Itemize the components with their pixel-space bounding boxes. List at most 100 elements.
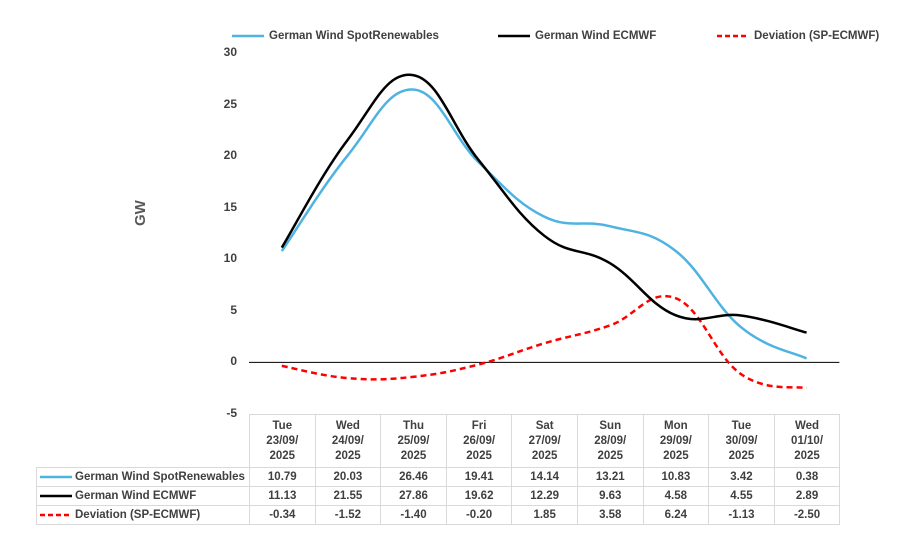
x-category-day: Sat xyxy=(535,419,554,432)
table-series-name-cell: Deviation (SP-ECMWF) xyxy=(36,505,250,525)
data-label: -0.20 xyxy=(445,505,513,525)
y-tick-label: 30 xyxy=(223,45,237,59)
x-category-label: Sun 28/09/2025 xyxy=(576,414,644,468)
y-tick-label: 0 xyxy=(230,354,237,369)
data-label: 3.58 xyxy=(576,505,644,525)
series-1-point xyxy=(346,139,349,142)
data-label: 4.55 xyxy=(708,486,775,506)
x-category-date2: 2025 xyxy=(400,449,427,462)
data-label: 0.38 xyxy=(773,467,841,487)
series-2-point xyxy=(740,373,743,376)
x-category-date2: 2025 xyxy=(531,449,558,462)
y-tick-label: -5 xyxy=(226,406,237,420)
data-label: 9.63 xyxy=(576,486,644,506)
x-category-date1: 30/09/ xyxy=(725,434,758,447)
series-0-point xyxy=(608,225,611,228)
data-label: 20.03 xyxy=(314,467,382,487)
series-1-point xyxy=(740,314,743,317)
data-label: 1.85 xyxy=(511,505,578,525)
x-category-label: Tue 23/09/2025 xyxy=(249,414,316,468)
x-category-day: Tue xyxy=(731,419,752,432)
table-series-name-cell: German Wind SpotRenewables xyxy=(36,467,250,487)
table-row: Deviation (SP-ECMWF) -0.34 -1.52 -1.40 -0.20… xyxy=(36,505,841,525)
x-category-date2: 2025 xyxy=(728,449,755,462)
x-category-label: Tue 30/09/2025 xyxy=(708,414,775,468)
data-label: 6.24 xyxy=(642,505,710,525)
table-corner xyxy=(37,415,250,468)
legend-swatch xyxy=(40,475,72,479)
x-category-label: Fri 26/09/2025 xyxy=(445,414,513,468)
data-label: 10.79 xyxy=(249,467,316,487)
x-category-day: Sun xyxy=(599,419,622,432)
legend-label: Deviation (SP-ECMWF) xyxy=(754,30,880,42)
legend-item-1: German Wind ECMWF xyxy=(497,27,656,45)
y-tick-label: 5 xyxy=(230,302,237,317)
x-category-date1: 29/09/ xyxy=(659,434,692,447)
table-header-row: Tue 23/09/2025 Wed 24/09/2025 Thu 25/09/2025 F… xyxy=(37,414,841,468)
series-2-point xyxy=(674,297,677,300)
series-0-point xyxy=(674,249,677,252)
series-2-point xyxy=(608,324,611,327)
data-label: 2.89 xyxy=(773,486,841,506)
x-category-date2: 2025 xyxy=(597,449,624,462)
x-category-label: Thu 25/09/2025 xyxy=(380,414,447,468)
data-label: 19.62 xyxy=(445,486,513,506)
series-line-2 xyxy=(281,295,807,390)
series-1-point xyxy=(412,74,415,77)
series-1-point xyxy=(805,331,808,334)
series-0-point xyxy=(412,88,415,91)
data-label: 10.83 xyxy=(642,467,710,487)
x-category-day: Fri xyxy=(471,419,487,432)
legend-item-2: Deviation (SP-ECMWF) xyxy=(716,27,879,45)
series-0-point xyxy=(805,357,808,360)
series-2-point xyxy=(412,375,415,378)
legend-swatch xyxy=(40,513,72,517)
data-label: 14.14 xyxy=(511,467,578,487)
x-category-date1: 27/09/ xyxy=(528,434,561,447)
series-0-point xyxy=(543,215,546,218)
series-1-point xyxy=(674,314,677,317)
legend-swatch xyxy=(232,34,264,38)
table-row: German Wind ECMWF 11.13 21.55 27.86 19.62 12.… xyxy=(36,486,841,506)
series-0-point xyxy=(280,250,283,253)
x-category-date1: 24/09/ xyxy=(331,434,364,447)
data-label: 11.13 xyxy=(249,486,316,506)
table-series-name: German Wind ECMWF xyxy=(75,490,197,502)
legend-swatch xyxy=(717,34,749,38)
x-category-date1: 01/10/ xyxy=(791,434,824,447)
table-series-name: Deviation (SP-ECMWF) xyxy=(75,509,201,521)
x-category-date1: 28/09/ xyxy=(594,434,627,447)
data-label: 19.41 xyxy=(445,467,513,487)
y-tick-label: 10 xyxy=(223,251,237,266)
series-0-point xyxy=(740,326,743,329)
data-label: -1.40 xyxy=(380,505,447,525)
series-1-point xyxy=(543,234,546,237)
x-category-date1: 25/09/ xyxy=(397,434,430,447)
x-category-day: Mon xyxy=(664,419,688,432)
x-category-date2: 2025 xyxy=(663,449,689,462)
x-category-label: Wed 24/09/2025 xyxy=(314,414,382,468)
data-label: 13.21 xyxy=(576,467,644,487)
legend-swatch xyxy=(498,34,530,38)
y-tick-label: 15 xyxy=(223,199,237,214)
x-category-day: Wed xyxy=(795,419,820,432)
series-1-point xyxy=(477,159,480,162)
series-line-1 xyxy=(280,73,807,334)
x-category-date1: 26/09/ xyxy=(463,434,496,447)
series-1-point xyxy=(608,262,611,265)
series-line-0 xyxy=(280,88,808,360)
series-2-point xyxy=(543,342,546,345)
data-label: 4.58 xyxy=(642,486,710,506)
data-label: 12.29 xyxy=(511,486,578,506)
series-0-point xyxy=(346,154,349,157)
legend-label: German Wind ECMWF xyxy=(535,30,657,42)
x-category-date2: 2025 xyxy=(794,449,820,462)
series-1-point xyxy=(280,246,283,249)
data-label: -2.50 xyxy=(773,505,841,525)
legend-swatch xyxy=(40,494,72,498)
x-category-label: Wed 01/10/2025 xyxy=(773,414,841,468)
series-2-point xyxy=(805,387,808,390)
series-layer xyxy=(280,73,808,390)
legend-item-0: German Wind SpotRenewables xyxy=(231,27,439,45)
